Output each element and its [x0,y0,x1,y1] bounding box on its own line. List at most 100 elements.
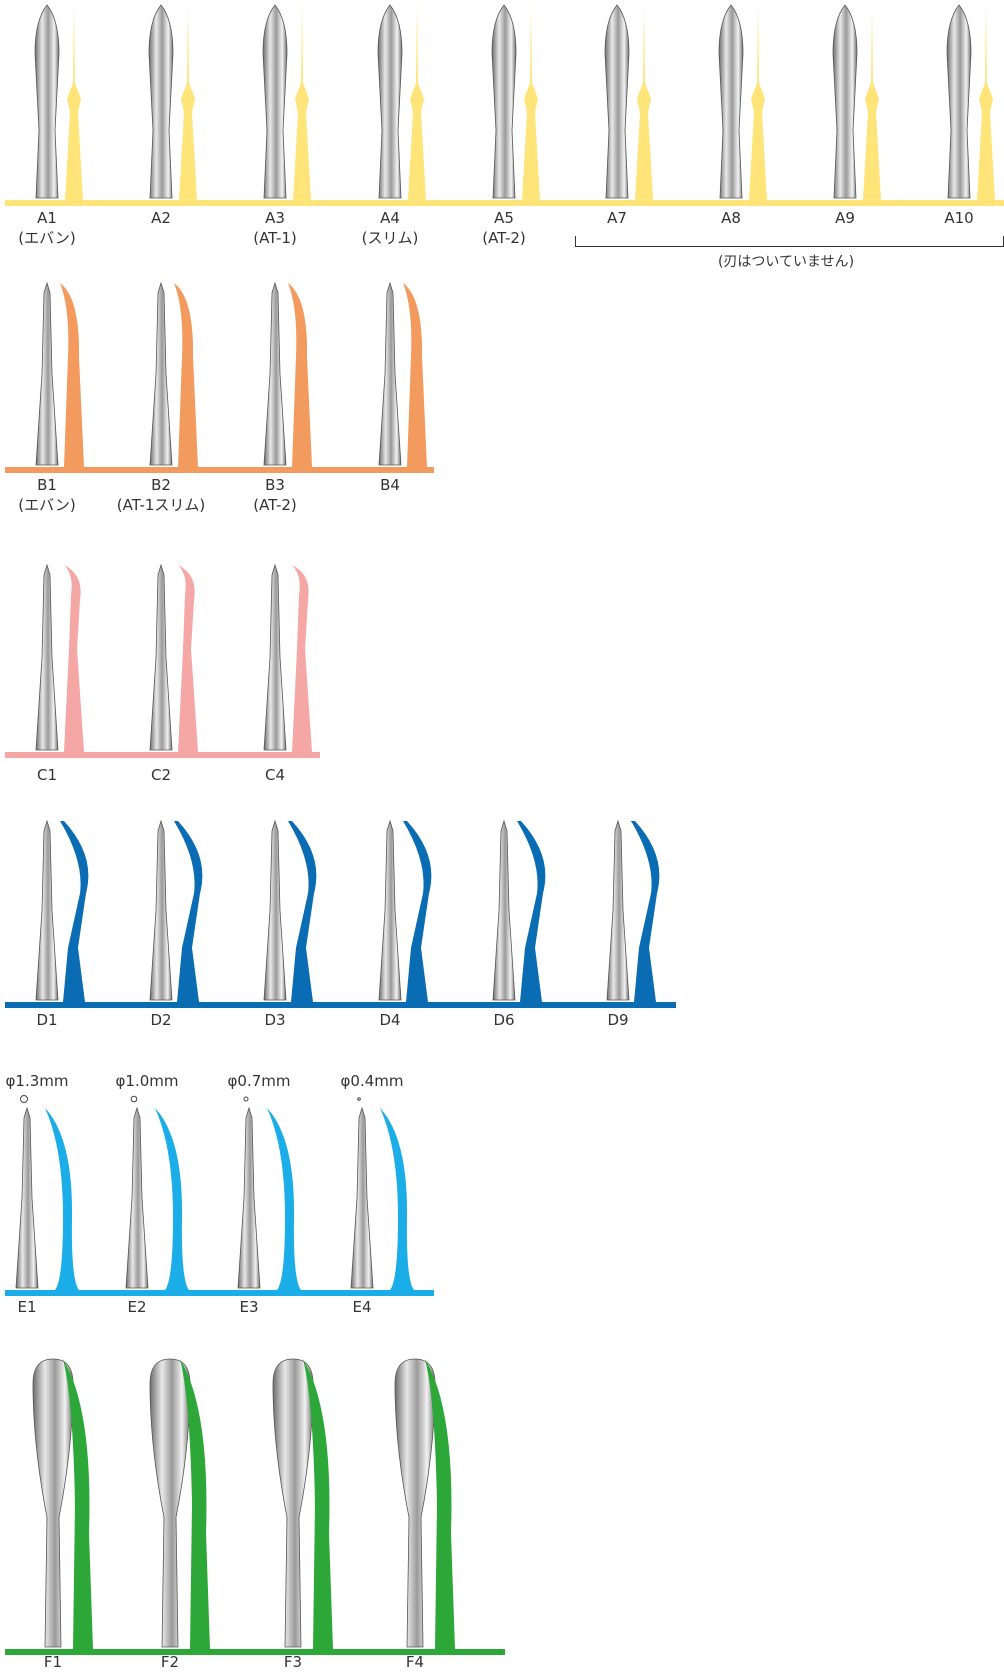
label-A8: A8 [721,208,741,228]
row-F [5,1358,505,1655]
item-subtitle: (AT-1スリム) [116,496,206,514]
profile-F1 [63,1359,93,1649]
instrument-E4 [350,1106,374,1289]
item-code: D2 [150,1011,172,1029]
item-code: F4 [405,1653,425,1671]
item-code: B1 [37,476,57,494]
item-code: E4 [352,1298,372,1316]
item-code: B3 [265,476,285,494]
item-code: A9 [835,209,855,227]
row-E [5,1095,434,1296]
item-code: C1 [36,766,58,784]
label-D2: D2 [150,1010,171,1030]
item-code: D4 [379,1011,401,1029]
profile-A1 [65,5,83,200]
diameter-circle-icon [357,1097,361,1101]
instrument-D9 [606,819,630,1001]
label-E1: E1 [17,1297,36,1317]
profile-F3 [303,1359,333,1649]
label-A7: A7 [607,208,627,228]
item-code: A1 [37,209,57,227]
label-F3: F3 [284,1652,302,1672]
item-code: D9 [607,1011,629,1029]
profile-D4 [403,821,432,1002]
instrument-E1 [15,1106,39,1289]
label-C4: C4 [265,765,285,785]
item-subtitle: (エバン) [18,496,76,514]
label-D4: D4 [379,1010,400,1030]
item-code: A4 [380,209,400,227]
instrument-A3 [262,4,288,199]
baseline-bar-C [5,752,320,758]
profile-A7 [635,5,653,200]
row-A [5,4,1004,206]
item-code: E1 [17,1298,37,1316]
instrument-C4 [263,563,287,751]
instrument-A1 [34,4,60,199]
profile-C2 [178,565,198,752]
item-code: A10 [944,209,974,227]
profile-C1 [64,565,84,752]
label-B1: B1 (エバン) [18,475,75,515]
item-subtitle: (AT-2) [482,229,526,247]
profile-B2 [174,283,198,467]
instrument-D4 [378,819,402,1001]
instrument-D2 [149,819,173,1001]
profile-B4 [403,283,427,467]
profile-E1 [45,1108,79,1290]
instrument-B2 [149,281,173,466]
profile-A3 [293,5,311,200]
instrument-A2 [148,4,174,199]
instrument-B1 [35,281,59,466]
label-A9: A9 [835,208,855,228]
instrument-A4 [377,4,403,199]
instrument-D6 [492,819,516,1001]
label-A5: A5 (AT-2) [482,208,526,248]
instrument-A5 [491,4,517,199]
profile-F4 [425,1359,455,1649]
diameter-circle-icon [130,1095,138,1103]
item-code: B2 [151,476,171,494]
label-A3: A3 (AT-1) [253,208,297,248]
instrument-B3 [263,281,287,466]
label-A10: A10 [944,208,973,228]
label-F4: F4 [406,1652,424,1672]
instrument-F3 [272,1358,314,1648]
profile-E3 [267,1108,301,1290]
item-subtitle: (AT-2) [253,496,297,514]
profile-A9 [863,5,881,200]
label-B2: B2 (AT-1スリム) [117,475,206,515]
profile-E4 [380,1108,414,1290]
baseline-bar-F [5,1649,505,1655]
row-B [5,281,434,473]
instrument-F2 [149,1358,191,1648]
item-code: D3 [264,1011,286,1029]
profile-A10 [977,5,995,200]
instrument-E3 [237,1106,261,1289]
label-F2: F2 [161,1652,179,1672]
label-D3: D3 [264,1010,285,1030]
label-B4: B4 [380,475,400,495]
diameter-circle-icon [20,1095,28,1103]
instrument-A8 [718,4,744,199]
item-code: D6 [493,1011,515,1029]
instrument-A9 [832,4,858,199]
label-E2: E2 [127,1297,146,1317]
label-A1: A1 (エバン) [18,208,75,248]
profile-F2 [180,1359,210,1649]
item-code: A2 [151,209,171,227]
label-D1: D1 [36,1010,57,1030]
label-C2: C2 [151,765,171,785]
profile-A8 [749,5,767,200]
row-D [5,819,676,1008]
instrument-C2 [149,563,173,751]
diameter-label: φ1.0mm [115,1072,179,1090]
profile-E2 [155,1108,189,1290]
label-E3: E3 [239,1297,258,1317]
baseline-bar-A [5,200,1004,206]
item-code: C4 [264,766,286,784]
instrument-A10 [946,4,972,199]
profile-A4 [408,5,426,200]
item-code: A7 [607,209,627,227]
item-code: A3 [265,209,285,227]
